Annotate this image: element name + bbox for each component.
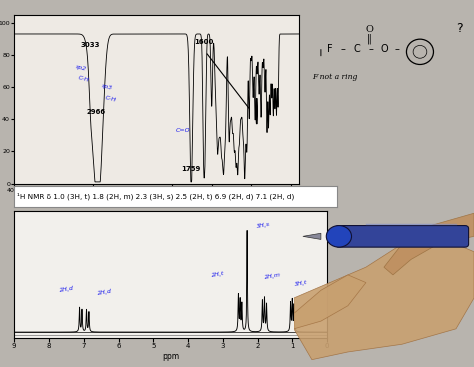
Text: 2H,d: 2H,d <box>59 286 74 294</box>
Text: C-H: C-H <box>78 76 90 83</box>
Text: –: – <box>394 44 399 54</box>
Text: 1759: 1759 <box>182 166 201 172</box>
X-axis label: Wavenumber(cm⁻¹): Wavenumber(cm⁻¹) <box>126 194 187 200</box>
X-axis label: ppm: ppm <box>162 352 179 361</box>
Text: ‖: ‖ <box>367 34 372 44</box>
Circle shape <box>326 226 352 247</box>
Text: F: F <box>327 44 333 54</box>
Text: 2H,m: 2H,m <box>264 272 282 280</box>
Text: C-H: C-H <box>104 95 117 102</box>
Polygon shape <box>384 213 474 275</box>
Text: 2H,t: 2H,t <box>210 271 225 278</box>
Text: 3H,s: 3H,s <box>256 221 271 229</box>
Text: 3H,t: 3H,t <box>294 280 308 287</box>
Text: –: – <box>369 44 374 54</box>
Text: C: C <box>354 44 360 54</box>
Polygon shape <box>303 233 321 239</box>
Text: ?: ? <box>456 22 463 34</box>
Text: –: – <box>340 44 345 54</box>
Text: F not a ring: F not a ring <box>312 73 357 81</box>
Polygon shape <box>294 236 474 360</box>
Text: sp2: sp2 <box>74 64 87 72</box>
Text: 1600: 1600 <box>194 39 213 45</box>
Text: 2966: 2966 <box>86 109 106 115</box>
FancyBboxPatch shape <box>335 226 469 247</box>
Text: sp3: sp3 <box>101 84 113 91</box>
Text: O: O <box>380 44 388 54</box>
Text: ¹H NMR δ 1.0 (3H, t) 1.8 (2H, m) 2.3 (3H, s) 2.5 (2H, t) 6.9 (2H, d) 7.1 (2H, d): ¹H NMR δ 1.0 (3H, t) 1.8 (2H, m) 2.3 (3H… <box>18 193 295 200</box>
Polygon shape <box>294 275 366 329</box>
Text: C=O: C=O <box>175 128 190 133</box>
Text: O: O <box>365 25 374 33</box>
Text: 2H,d: 2H,d <box>97 288 112 296</box>
Text: 3033: 3033 <box>81 42 100 48</box>
